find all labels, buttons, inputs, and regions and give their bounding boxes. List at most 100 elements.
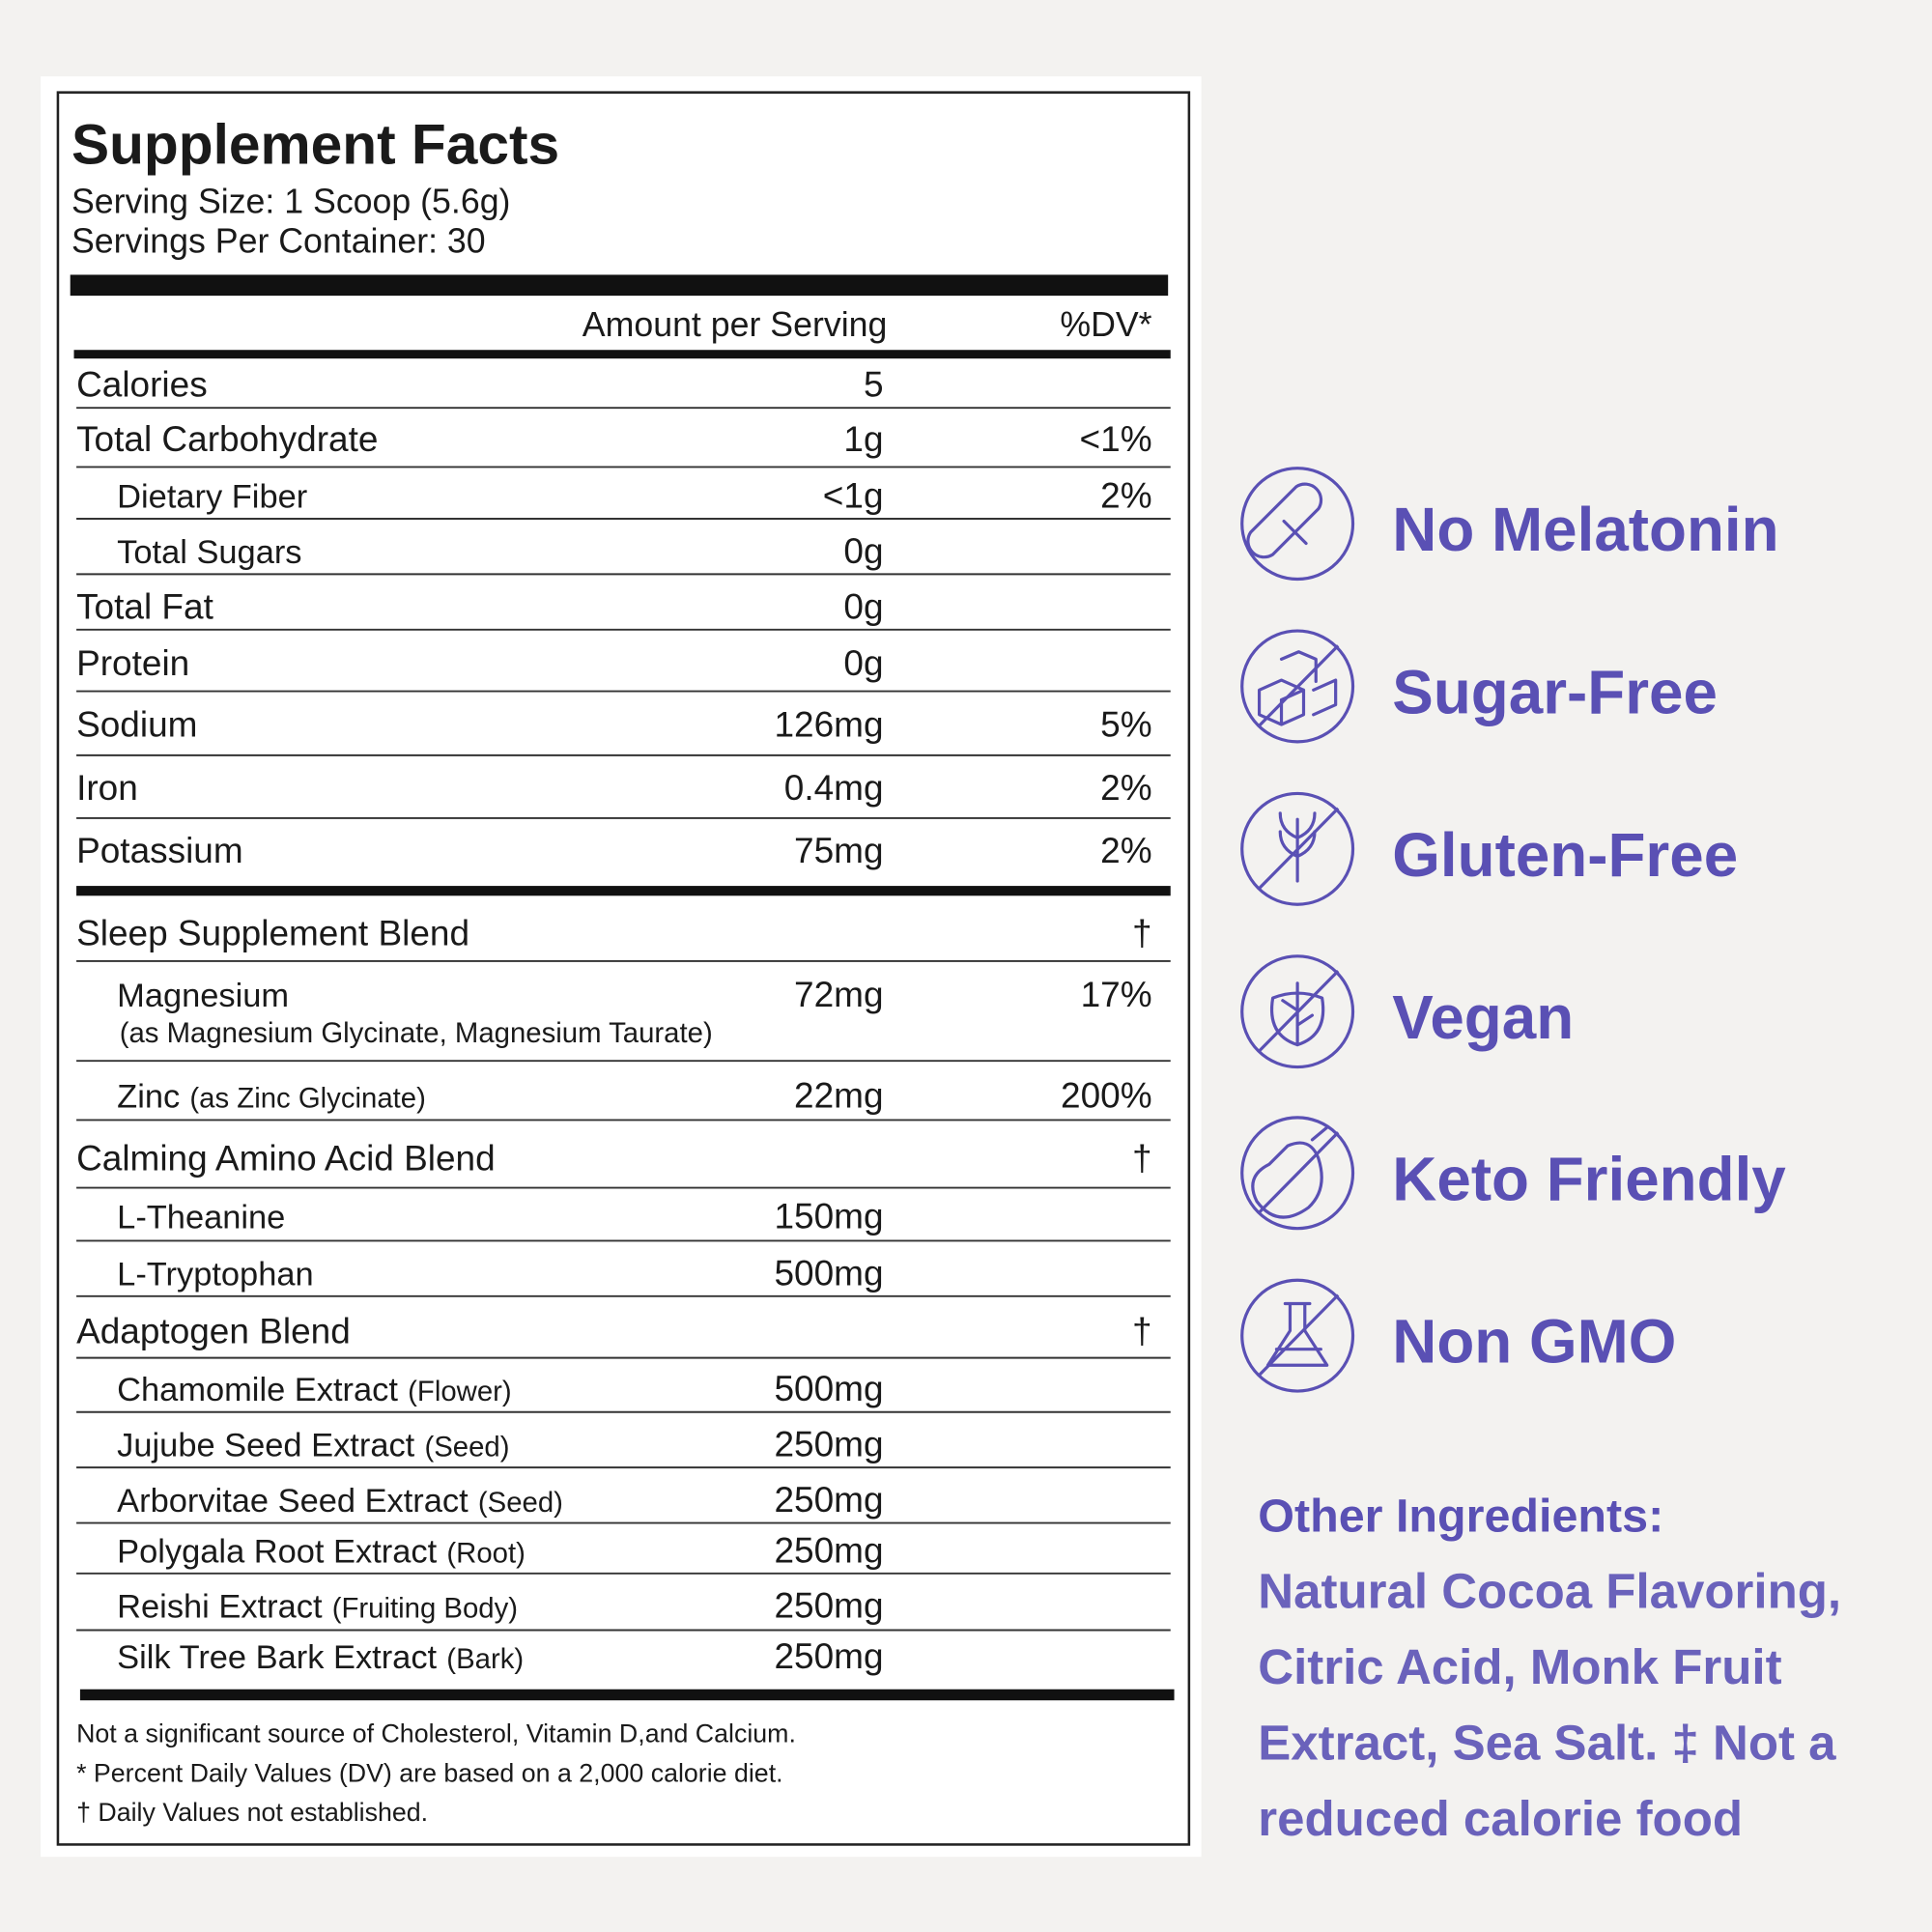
row-amount: 250mg [774,1425,883,1464]
label-border [56,91,1191,1846]
row-amount: <1g [823,476,884,516]
row-name: Zinc (as Zinc Glycinate) [117,1079,426,1116]
row-name: Sleep Supplement Blend [76,913,469,952]
row-note: (Flower) [408,1376,512,1407]
row-amount: 250mg [774,1636,883,1676]
other-ingredients-line: Extract, Sea Salt. ‡ Not a [1258,1715,1836,1770]
rule [73,350,1171,359]
row-name: Sodium [76,705,197,745]
badge-label: No Melatonin [1392,495,1778,564]
row-name-text: Polygala Root Extract [117,1533,437,1570]
row-name: Total Fat [76,586,213,626]
row-name: Total Sugars [117,534,301,571]
badge-slash [1257,1131,1340,1215]
badge-glyph [1251,1125,1329,1219]
footnote: † Daily Values not established. [76,1798,428,1827]
row-amount: 250mg [774,1586,883,1626]
row-dv: 2% [1100,831,1151,870]
row-name-text: Total Fat [76,586,213,626]
badge-icon [1240,954,1355,1069]
badge-label: Non GMO [1392,1307,1676,1377]
badge-icon [1240,1116,1355,1231]
row-note: (Fruiting Body) [332,1593,518,1625]
row-amount: 5 [864,365,884,405]
row-name: Reishi Extract (Fruiting Body) [117,1589,518,1626]
row-name-text: Adaptogen Blend [76,1311,351,1350]
row-amount: 1g [843,419,883,459]
badge-label: Vegan [1392,982,1574,1052]
row-name: Magnesium [117,978,289,1014]
row-dv: † [1132,1139,1152,1179]
row-amount: 250mg [774,1480,883,1520]
row-name: L-Theanine [117,1200,285,1236]
badge-slash [1257,644,1340,728]
row-note: (Seed) [478,1487,563,1519]
row-name: Adaptogen Blend [76,1311,351,1350]
serving-size: Serving Size: 1 Scoop (5.6g) [71,183,510,221]
row-amount: 500mg [774,1253,883,1293]
row-name-text: Calories [76,365,208,405]
row-dv: <1% [1080,419,1152,459]
row-name-text: Protein [76,643,189,683]
row-name: Arborvitae Seed Extract (Seed) [117,1483,563,1520]
row-name: Protein [76,643,189,683]
row-name: Dietary Fiber [117,479,307,516]
row-dv: 2% [1100,768,1151,808]
row-name-text: Total Carbohydrate [76,419,378,459]
row-amount: 0g [843,643,883,683]
badge-slash [1257,807,1340,892]
row-name: Potassium [76,831,243,870]
row-amount: 0g [843,531,883,571]
thick-rule [79,1689,1175,1701]
row-name-text: Sleep Supplement Blend [76,913,469,952]
thick-rule [70,274,1169,297]
label-title: Supplement Facts [71,114,559,177]
badge-slash [1257,969,1340,1054]
badge-icon [1240,791,1355,906]
row-dv: † [1132,913,1152,952]
row-name: Total Carbohydrate [76,419,378,459]
row-amount: 500mg [774,1369,883,1408]
row-amount: 22mg [794,1076,883,1116]
row-note: (Root) [446,1537,525,1569]
row-detail: (as Magnesium Glycinate, Magnesium Taura… [120,1017,713,1049]
other-ingredients-heading: Other Ingredients: [1258,1490,1663,1542]
row-note: (Bark) [446,1643,524,1675]
label-panel [41,76,1202,1858]
row-amount: 126mg [774,705,883,745]
dv-header: %DV* [1060,305,1151,344]
row-name: Jujube Seed Extract (Seed) [117,1428,509,1464]
row-note: (as Zinc Glycinate) [189,1083,425,1115]
row-name-text: Arborvitae Seed Extract [117,1483,469,1520]
row-name-text: Total Sugars [117,534,301,571]
row-dv: 5% [1100,705,1151,745]
row-name-text: Silk Tree Bark Extract [117,1639,437,1676]
row-dv: 200% [1061,1076,1152,1116]
badge-slash [1257,1293,1340,1378]
badge-icon [1240,1278,1355,1393]
row-amount: 250mg [774,1530,883,1570]
row-amount: 0g [843,586,883,626]
row-name: Chamomile Extract (Flower) [117,1372,512,1408]
row-name-text: Sodium [76,705,197,745]
row-name-text: Jujube Seed Extract [117,1428,415,1464]
thick-rule [76,886,1171,896]
row-name-text: Potassium [76,831,243,870]
row-name-text: Magnesium [117,978,289,1014]
row-name-text: Reishi Extract [117,1589,323,1626]
amount-header: Amount per Serving [582,305,888,344]
badge-label: Gluten-Free [1392,820,1738,890]
row-amount: 150mg [774,1197,883,1236]
badge-label: Keto Friendly [1392,1144,1786,1213]
row-dv: † [1132,1311,1152,1350]
footnote: Not a significant source of Cholesterol,… [76,1719,796,1748]
row-amount: 0.4mg [784,768,884,808]
row-dv: 17% [1081,975,1152,1014]
badge-label: Sugar-Free [1392,658,1718,727]
other-ingredients-line: Natural Cocoa Flavoring, [1258,1564,1841,1619]
row-name-text: Calming Amino Acid Blend [76,1139,496,1179]
row-name: L-Tryptophan [117,1256,313,1293]
other-ingredients-line: Citric Acid, Monk Fruit [1258,1639,1781,1694]
